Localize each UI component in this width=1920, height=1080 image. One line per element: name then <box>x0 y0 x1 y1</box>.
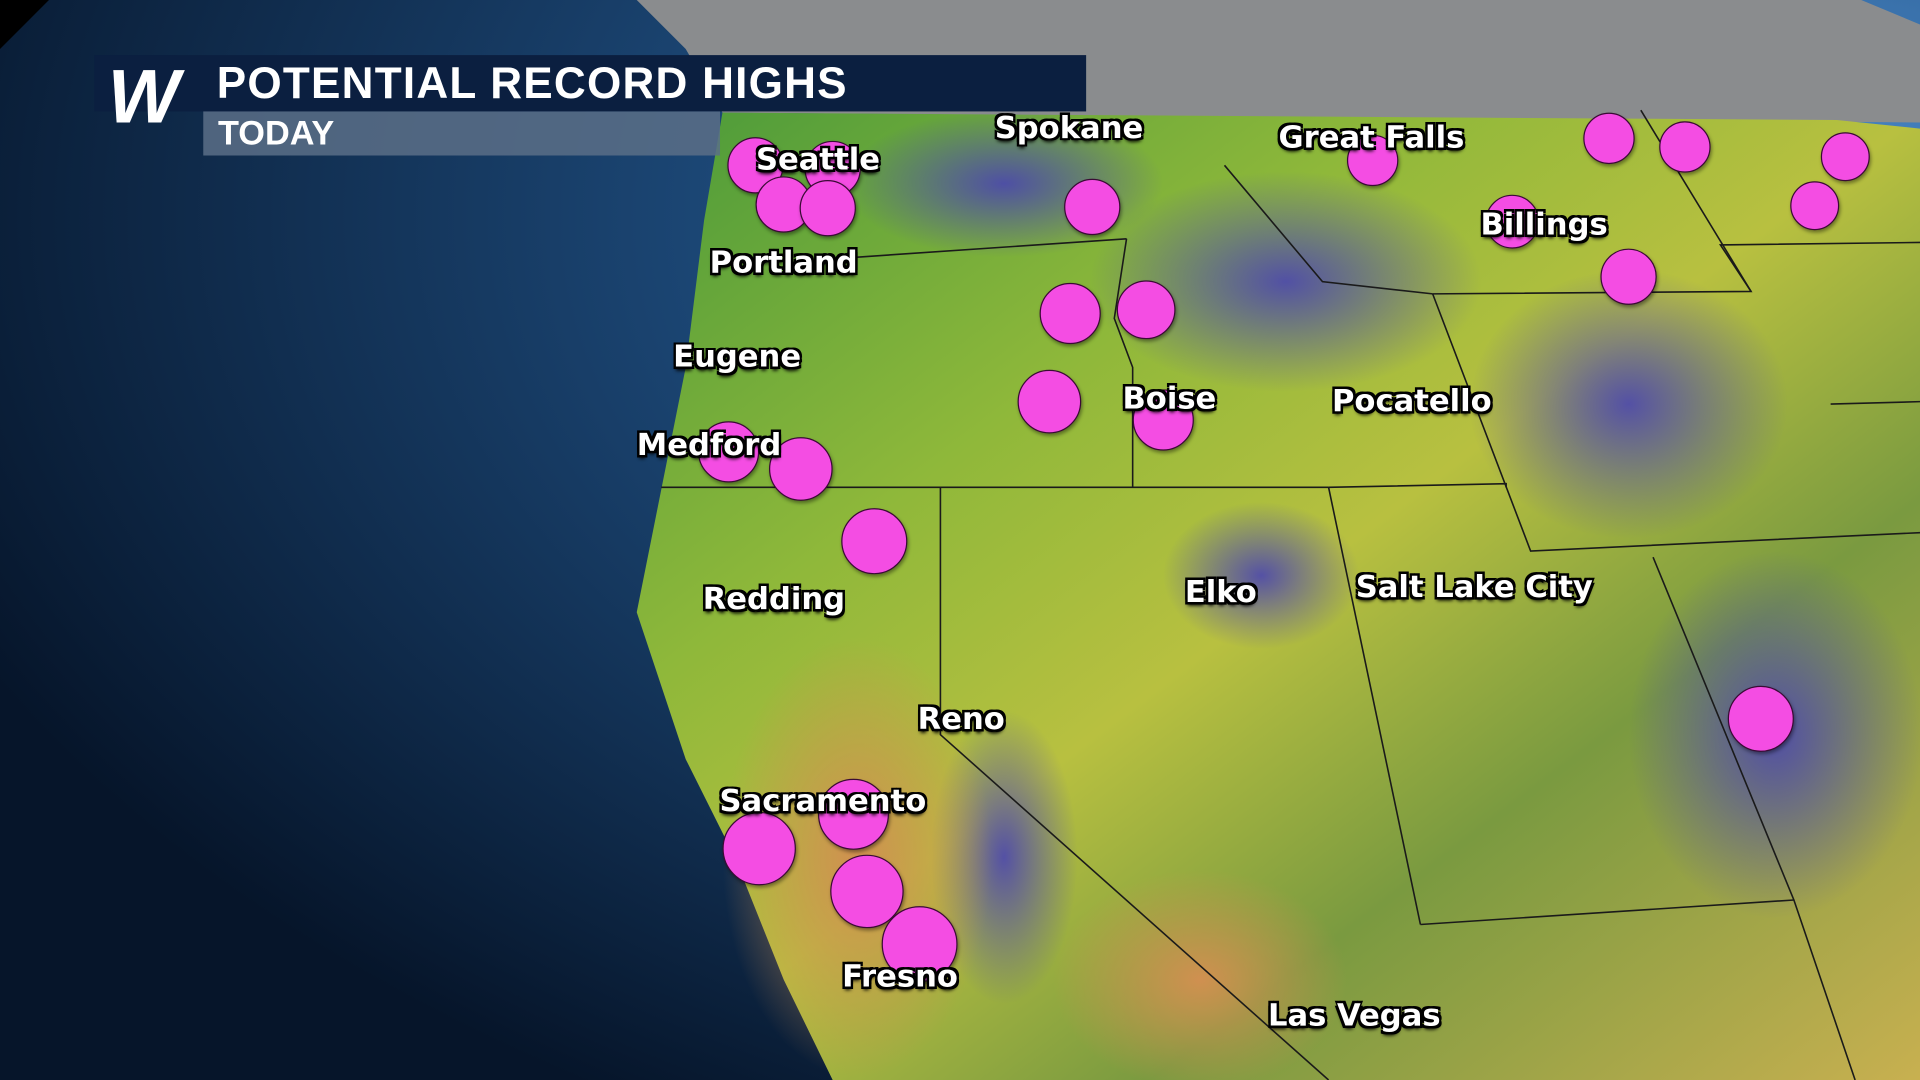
city-label: Elko <box>1184 573 1257 610</box>
city-label: Portland <box>709 244 858 280</box>
page-title: POTENTIAL RECORD HIGHS <box>216 57 848 108</box>
record-high-marker <box>1820 132 1870 182</box>
subtitle-bar <box>203 111 721 156</box>
record-high-marker <box>1659 121 1711 173</box>
city-label: Reno <box>917 701 1005 737</box>
record-high-marker <box>1790 181 1840 231</box>
city-label: Las Vegas <box>1267 997 1441 1033</box>
weather-nation-logo: W <box>107 55 180 140</box>
record-high-marker <box>1116 280 1176 340</box>
record-high-marker <box>1727 685 1794 752</box>
city-label: Eugene <box>673 338 802 375</box>
city-label: Medford <box>636 426 782 463</box>
record-high-marker <box>1017 369 1082 434</box>
record-high-marker <box>1132 389 1194 451</box>
record-high-marker <box>1064 178 1121 236</box>
record-high-marker <box>841 508 908 575</box>
city-label: Pocatello <box>1331 382 1492 419</box>
city-label: Great Falls <box>1278 119 1465 155</box>
city-label: Billings <box>1480 206 1608 242</box>
title-bar <box>94 55 1087 112</box>
record-high-marker <box>722 811 796 886</box>
record-high-marker <box>1346 134 1399 187</box>
record-high-marker <box>1039 282 1101 345</box>
city-label: Redding <box>702 581 846 617</box>
record-high-marker <box>1583 112 1635 165</box>
record-high-marker <box>697 421 760 483</box>
record-high-marker <box>1600 248 1657 305</box>
record-high-marker <box>799 180 856 237</box>
record-high-marker <box>881 906 958 983</box>
record-high-marker <box>768 437 833 501</box>
record-high-marker <box>817 778 889 850</box>
city-label: Spokane <box>994 109 1144 146</box>
city-label: Seattle <box>755 141 880 177</box>
subtitle: TODAY <box>217 113 335 152</box>
city-label: Sacramento <box>719 783 927 819</box>
record-high-marker <box>1485 194 1540 249</box>
record-high-marker <box>830 854 904 929</box>
city-label: Fresno <box>842 958 958 994</box>
city-label: Salt Lake City <box>1355 568 1593 605</box>
city-label: Boise <box>1122 380 1217 416</box>
